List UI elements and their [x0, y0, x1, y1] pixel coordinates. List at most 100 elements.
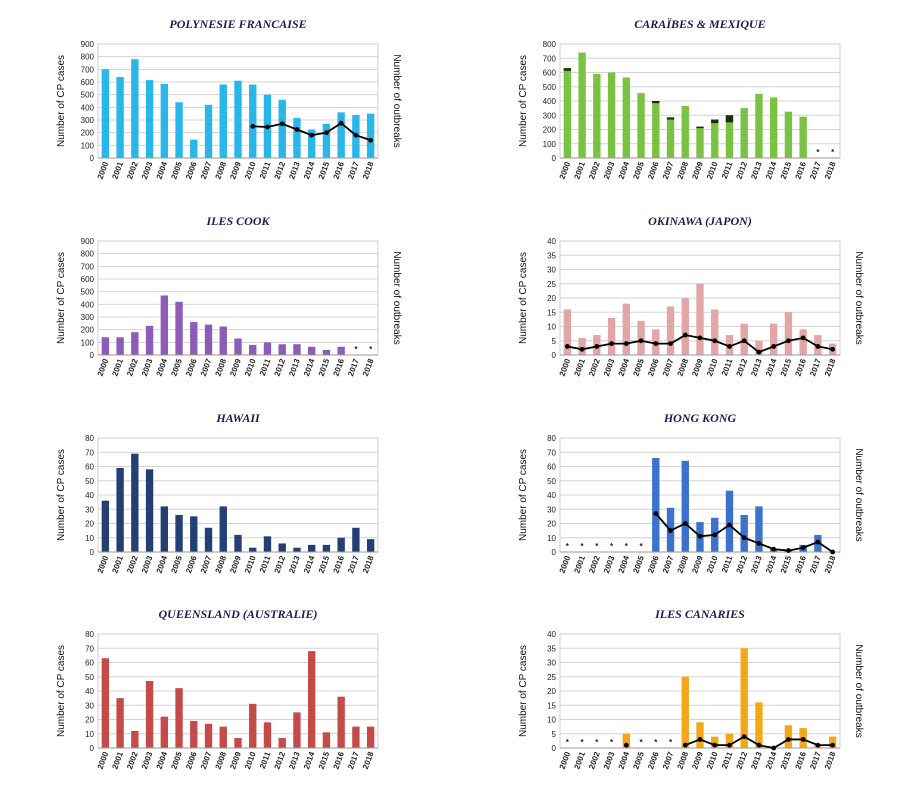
bar-2004 [160, 506, 168, 552]
bar-2013 [755, 340, 763, 355]
x-tick-label: 2018 [361, 357, 376, 377]
y-tick-label: 10 [547, 716, 556, 725]
bar-2010 [711, 119, 719, 158]
x-tick-label: 2012 [273, 357, 288, 377]
x-tick-label: 2002 [125, 160, 140, 180]
bar-2007 [204, 104, 213, 158]
bar-2001 [578, 52, 586, 158]
y-tick-label: 40 [85, 687, 94, 696]
y-tick-label: 60 [85, 463, 94, 472]
x-tick-label: 2017 [808, 160, 823, 180]
x-tick-label: 2001 [110, 554, 125, 574]
x-tick-label: 2015 [317, 554, 332, 574]
bar-2003 [145, 469, 154, 552]
x-tick-label: 2009 [690, 357, 705, 377]
y-tick-label: 0 [552, 154, 557, 163]
x-tick-label: 2010 [243, 750, 258, 770]
x-tick-label: 2000 [558, 750, 573, 770]
x-tick-label: 2001 [110, 750, 125, 770]
x-tick-label: 2008 [676, 160, 691, 180]
x-tick-label: 2002 [125, 554, 140, 574]
bar-2014 [308, 651, 316, 748]
chart-svg-hong-kong: HONG KONG 0 10 20 30 40 50 60 70 80 Number of CP c… [518, 411, 864, 574]
bar-2011 [725, 115, 734, 158]
bar-2002 [593, 73, 601, 158]
bar-2017 [352, 527, 360, 552]
bar-2001 [116, 467, 124, 552]
bar-2016 [337, 112, 345, 158]
x-tick-label: 2010 [243, 357, 258, 377]
outbreak-point-2011 [265, 124, 270, 130]
no-data-marker: * [354, 345, 358, 354]
no-data-marker: * [625, 542, 629, 551]
x-tick-label: 2007 [199, 554, 214, 574]
no-data-marker: * [595, 738, 599, 747]
chart-title: ILES CANARIES [654, 607, 745, 621]
x-tick-label: 2009 [690, 554, 705, 574]
x-tick-label: 2014 [764, 554, 779, 574]
y-tick-label: 600 [81, 78, 95, 87]
chart-title: HAWAII [215, 411, 261, 425]
x-tick-label: 2003 [602, 554, 617, 574]
y2-axis-label: Number of outbreaks [853, 251, 864, 344]
y-tick-label: 60 [85, 659, 94, 668]
y-tick-label: 500 [543, 83, 557, 92]
x-tick-label: 2000 [558, 160, 573, 180]
y-tick-label: 20 [547, 687, 556, 696]
no-data-marker: * [566, 738, 570, 747]
outbreak-point-2013 [756, 349, 762, 355]
no-data-marker: * [369, 345, 373, 354]
bar-2014 [308, 544, 316, 552]
x-tick-label: 2017 [346, 750, 361, 770]
y-tick-label: 800 [543, 40, 557, 49]
x-tick-label: 2004 [155, 554, 170, 574]
bar-2005 [175, 514, 183, 552]
x-tick-label: 2015 [317, 750, 332, 770]
bar-2006 [190, 720, 198, 748]
bar-2001 [116, 698, 124, 748]
outbreak-point-2008 [682, 332, 688, 338]
y-tick-label: 400 [81, 103, 95, 112]
x-tick-label: 2008 [676, 357, 691, 377]
x-tick-label: 2007 [661, 554, 676, 574]
bar-2009 [696, 722, 704, 748]
y-tick-label: 100 [81, 338, 95, 347]
y-tick-label: 70 [85, 448, 94, 457]
x-tick-label: 2000 [558, 554, 573, 574]
bar-2008 [681, 298, 689, 355]
bar-2009 [234, 80, 242, 158]
bar-2016 [337, 346, 345, 355]
no-data-marker: * [581, 738, 585, 747]
y-tick-label: 200 [81, 326, 95, 335]
x-tick-label: 2007 [661, 160, 676, 180]
y-tick-label: 300 [543, 111, 557, 120]
outbreak-point-2017 [815, 344, 821, 349]
bar-2012 [278, 344, 286, 355]
bar-cap-2007 [666, 117, 675, 120]
x-tick-label: 2013 [749, 750, 764, 770]
bar-2012 [740, 648, 748, 748]
x-tick-label: 2018 [823, 160, 838, 180]
outbreak-point-2001 [579, 346, 585, 352]
y-tick-label: 50 [85, 477, 94, 486]
outbreak-point-2008 [682, 521, 688, 526]
bar-2006 [652, 457, 660, 552]
x-tick-label: 2000 [558, 357, 573, 377]
outbreak-point-2000 [564, 344, 570, 349]
bar-2005 [175, 688, 183, 748]
x-tick-label: 2016 [793, 357, 808, 377]
x-tick-label: 2009 [690, 160, 705, 180]
chart-svg-queensland: QUEENSLAND (AUSTRALIE) 0 10 20 30 40 50 60 70 80 N… [56, 607, 379, 770]
y-tick-label: 25 [547, 280, 556, 289]
outbreak-point-2006 [653, 511, 659, 516]
outbreak-point-2004 [623, 341, 629, 346]
y-axis-label: Number of CP cases [56, 449, 67, 541]
no-data-marker: * [654, 738, 658, 747]
chart-title: ILES COOK [205, 214, 270, 228]
y-axis-label: Number of CP cases [518, 55, 529, 147]
plot-frame [97, 240, 379, 356]
outbreak-point-2009 [697, 533, 703, 539]
y-tick-label: 30 [547, 659, 556, 668]
y-tick-label: 900 [81, 237, 95, 246]
outbreak-point-2016 [800, 545, 806, 551]
